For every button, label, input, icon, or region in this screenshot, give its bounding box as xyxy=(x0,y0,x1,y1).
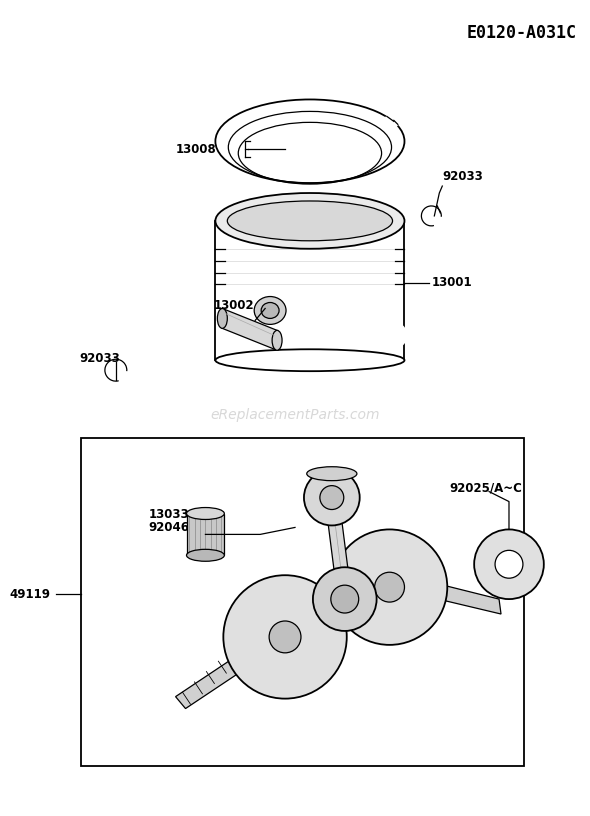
Polygon shape xyxy=(325,497,352,600)
Ellipse shape xyxy=(217,308,227,328)
Text: 13008: 13008 xyxy=(176,143,217,156)
Text: 13002: 13002 xyxy=(214,299,254,312)
Circle shape xyxy=(269,621,301,653)
Text: 92033: 92033 xyxy=(79,352,120,365)
Circle shape xyxy=(313,567,376,631)
Ellipse shape xyxy=(215,193,405,249)
Circle shape xyxy=(474,530,544,599)
Text: 13001: 13001 xyxy=(431,276,472,289)
Polygon shape xyxy=(419,579,501,614)
Ellipse shape xyxy=(333,589,357,609)
Text: 92046: 92046 xyxy=(149,521,190,534)
Circle shape xyxy=(320,486,344,509)
Circle shape xyxy=(332,530,447,645)
Circle shape xyxy=(224,575,347,698)
Polygon shape xyxy=(222,308,277,350)
Text: 92033: 92033 xyxy=(442,170,483,183)
Text: E0120-A031C: E0120-A031C xyxy=(467,24,576,42)
Ellipse shape xyxy=(186,549,224,561)
Ellipse shape xyxy=(378,322,408,349)
Ellipse shape xyxy=(227,201,392,241)
Bar xyxy=(81,438,524,766)
Ellipse shape xyxy=(254,296,286,325)
Ellipse shape xyxy=(215,349,405,371)
Text: 13033/A: 13033/A xyxy=(149,508,203,521)
Text: 92025/A~C: 92025/A~C xyxy=(449,481,522,494)
Polygon shape xyxy=(176,657,245,708)
Ellipse shape xyxy=(307,467,357,481)
Circle shape xyxy=(375,572,405,602)
Ellipse shape xyxy=(272,330,282,350)
Ellipse shape xyxy=(261,303,279,318)
Text: eReplacementParts.com: eReplacementParts.com xyxy=(210,408,380,422)
Circle shape xyxy=(304,470,360,526)
Bar xyxy=(186,513,224,556)
Ellipse shape xyxy=(186,508,224,520)
Bar xyxy=(215,221,405,366)
Text: 49119: 49119 xyxy=(9,588,50,601)
Circle shape xyxy=(495,550,523,579)
Circle shape xyxy=(331,585,359,613)
